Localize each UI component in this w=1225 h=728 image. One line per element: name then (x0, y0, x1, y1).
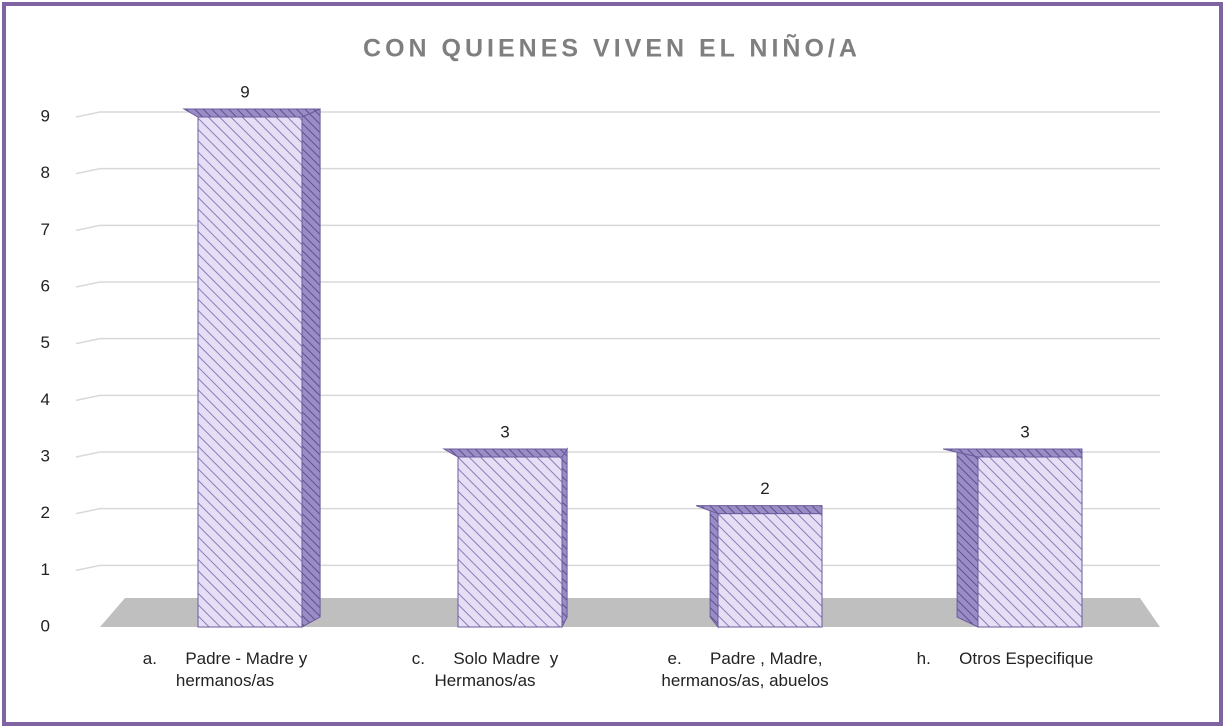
bar-side (956, 448, 979, 628)
y-tick-label: 3 (41, 446, 50, 465)
y-tick-label: 6 (41, 276, 50, 295)
y-tick-label: 8 (41, 163, 50, 182)
bar-side (709, 504, 719, 629)
x-tick-label: e. Padre , Madre, hermanos/as, abuelos (661, 649, 829, 690)
y-tick-label: 5 (41, 333, 50, 352)
bar (942, 448, 1083, 628)
y-tick-label: 1 (41, 560, 50, 579)
bar-top (442, 448, 569, 458)
bar-front (977, 456, 1083, 628)
data-label: 9 (240, 82, 249, 101)
chart-title: CON QUIENES VIVEN EL NIÑO/A (363, 33, 861, 63)
bar-front (717, 513, 823, 628)
bar-top (182, 108, 321, 118)
data-label: 3 (500, 422, 509, 441)
y-tick-label: 7 (41, 220, 50, 239)
x-tick-label: a. Padre - Madre y hermanos/as (142, 649, 312, 690)
y-tick-label: 2 (41, 503, 50, 522)
data-label: 3 (1020, 422, 1029, 441)
bar (442, 447, 569, 628)
grid-line (75, 281, 1160, 288)
x-tick-label: h. Otros Especifique (916, 649, 1094, 668)
bar-top (695, 505, 823, 515)
bar (182, 108, 321, 628)
grid-line (75, 394, 1160, 402)
bar-front (457, 456, 563, 628)
bar-side (561, 447, 568, 628)
grid-line (75, 167, 1160, 175)
bar (695, 504, 823, 629)
data-label: 2 (760, 479, 769, 498)
bar-side (301, 108, 321, 628)
grid-line (75, 111, 1160, 118)
floor (100, 598, 1160, 627)
y-tick-label: 9 (41, 106, 50, 125)
x-tick-label: c. Solo Madre y Hermanos/as (411, 649, 563, 690)
grid-line (75, 224, 1160, 232)
y-tick-label: 4 (41, 390, 50, 409)
y-tick-label: 0 (41, 616, 50, 635)
grid-line (75, 337, 1160, 345)
grid-line (75, 451, 1160, 458)
bar-front (197, 116, 303, 628)
